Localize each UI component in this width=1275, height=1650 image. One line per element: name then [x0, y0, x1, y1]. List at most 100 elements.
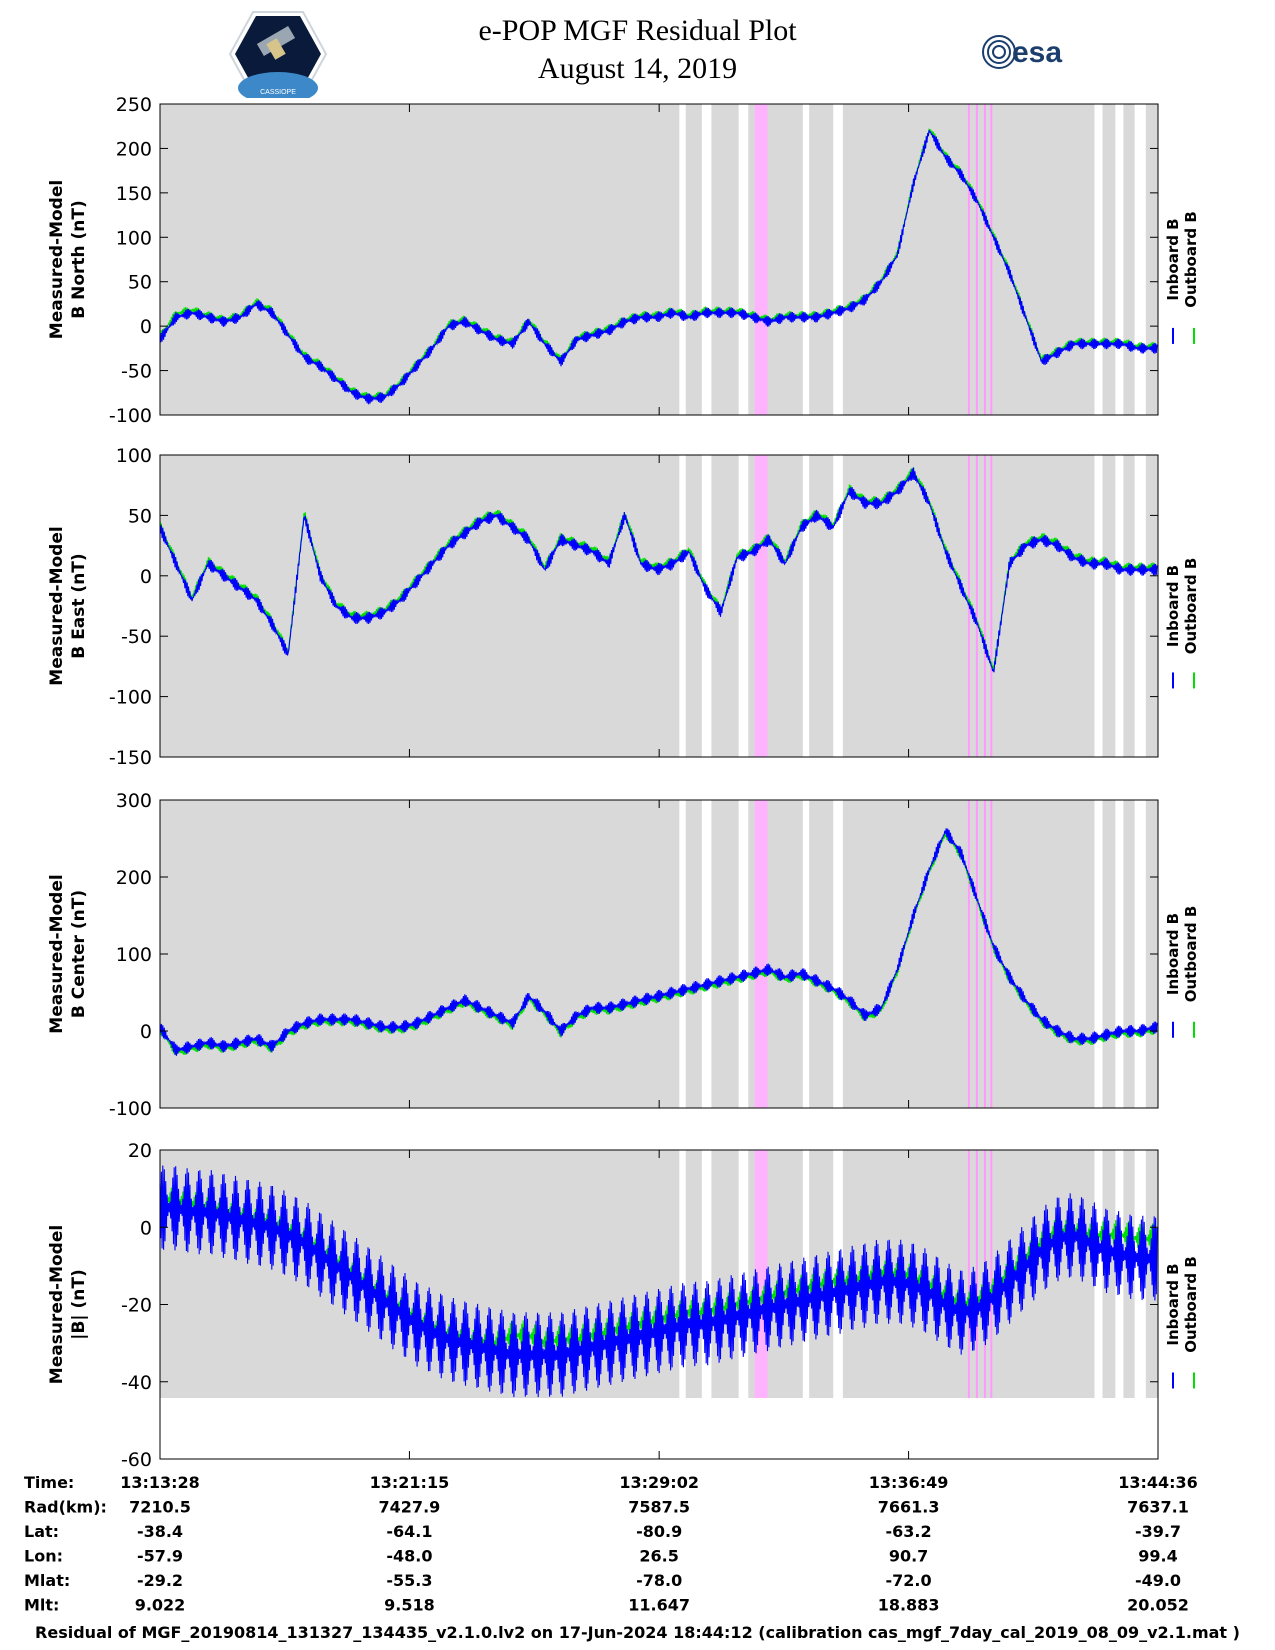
data-gap-band [1115, 104, 1124, 415]
y-axis-label-line1: Measured-Model [47, 180, 67, 339]
panel-4: 20 0 -20 -40 -60 Measured-Model |B| (nT) Inboar… [47, 1140, 1206, 1471]
data-gap-band [701, 800, 712, 1108]
highlight-line [983, 455, 986, 757]
data-gap-band [1134, 104, 1146, 415]
y-tick-label: -20 [121, 1295, 152, 1317]
data-gap-band [679, 1150, 686, 1398]
plot-date: August 14, 2019 [537, 52, 738, 85]
data-gap-band [1134, 800, 1146, 1108]
legend: Inboard B Outboard B [1164, 558, 1200, 655]
data-gap-band [1094, 455, 1103, 757]
table-cell: -29.2 [137, 1571, 183, 1590]
highlight-line [967, 104, 970, 415]
table-cell: 26.5 [639, 1547, 678, 1566]
data-gap-band [1193, 800, 1206, 1108]
y-tick-label: 50 [128, 272, 152, 294]
data-gap-band [679, 455, 686, 757]
table-cell: 13:44:36 [1118, 1473, 1198, 1492]
row-label: Time: [24, 1473, 74, 1492]
y-tick-label: -60 [121, 1449, 152, 1471]
data-gap-band [1193, 104, 1206, 415]
table-cell: 13:36:49 [869, 1473, 949, 1492]
trace-inboard-b [159, 828, 1158, 1056]
y-axis-label-line2: B East (nT) [69, 553, 89, 658]
legend-inboard-label: Inboard B [1164, 913, 1182, 995]
table-cell: -80.9 [636, 1522, 682, 1541]
esa-logo: esa [982, 35, 1062, 69]
table-cell: 11.647 [628, 1596, 690, 1615]
data-gap-band [802, 1150, 810, 1398]
table-cell: -64.1 [386, 1522, 432, 1541]
table-cell: 7210.5 [129, 1498, 191, 1517]
table-cell: 9.022 [135, 1596, 186, 1615]
panel-2: 100 50 0 -50 -100 -150 Measured-Model B East (n… [47, 445, 1206, 769]
y-tick-label: -100 [109, 687, 152, 709]
y-axis-label-line1: Measured-Model [47, 526, 67, 685]
highlight-line [990, 800, 993, 1108]
table-cell: -78.0 [636, 1571, 682, 1590]
data-gap-band [802, 104, 810, 415]
data-gap-band [1193, 455, 1206, 757]
table-cell: 90.7 [889, 1547, 928, 1566]
table-cell: -57.9 [137, 1547, 183, 1566]
highlight-line [975, 104, 978, 415]
highlight-line [990, 1150, 993, 1398]
row-label: Mlt: [24, 1596, 59, 1615]
highlight-line [975, 455, 978, 757]
y-tick-label: 50 [128, 505, 152, 527]
data-gap-band [1134, 455, 1146, 757]
data-gap-band [679, 104, 686, 415]
table-cell: 13:21:15 [370, 1473, 450, 1492]
table-cell: 18.883 [878, 1596, 940, 1615]
data-gap-band [738, 455, 749, 757]
highlight-line [990, 455, 993, 757]
panel-background [160, 455, 1158, 757]
y-tick-label: 300 [116, 790, 152, 812]
highlight-band [754, 104, 768, 415]
trace-inboard-b [159, 129, 1158, 405]
data-gap-band [701, 1150, 712, 1398]
data-gap-band [701, 455, 712, 757]
cassiope-logo: CASSIOPE [228, 11, 328, 98]
y-axis-label-line2: |B| (nT) [69, 1269, 89, 1340]
table-cell: -72.0 [886, 1571, 932, 1590]
y-tick-label: 200 [116, 138, 152, 160]
table-cell: 99.4 [1138, 1547, 1177, 1566]
data-gap-band [679, 800, 686, 1108]
data-gap-band [738, 104, 749, 415]
y-axis-label: Measured-Model B Center (nT) [47, 874, 89, 1033]
legend-inboard-label: Inboard B [1164, 565, 1182, 647]
svg-text:CASSIOPE: CASSIOPE [260, 89, 296, 96]
table-cell: 7587.5 [628, 1498, 690, 1517]
highlight-line [990, 104, 993, 415]
data-gap-band [802, 455, 810, 757]
panel-3: 300 200 100 0 -100 Measured-Model B Center (nT… [47, 790, 1206, 1120]
table-cell: 9.518 [384, 1596, 435, 1615]
legend-outboard-label: Outboard B [1182, 1256, 1200, 1353]
legend-outboard-label: Outboard B [1182, 906, 1200, 1003]
svg-text:esa: esa [1012, 36, 1062, 69]
data-gap-band [1094, 800, 1103, 1108]
legend: Inboard B Outboard B [1164, 1256, 1200, 1353]
table-cell: -63.2 [886, 1522, 932, 1541]
data-gap-band [1193, 1150, 1206, 1398]
y-axis-label-line2: B Center (nT) [69, 890, 89, 1018]
table-cell: 7427.9 [379, 1498, 441, 1517]
legend-inboard-label: Inboard B [1164, 1263, 1182, 1345]
y-tick-label: 0 [140, 1217, 152, 1239]
trace-inboard-b [159, 467, 1158, 673]
legend: Inboard B Outboard B [1164, 211, 1200, 308]
y-tick-label: 150 [116, 183, 152, 205]
y-tick-label: -40 [121, 1372, 152, 1394]
y-tick-label: 200 [116, 867, 152, 889]
row-label: Lat: [24, 1522, 59, 1541]
data-gap-band [802, 800, 810, 1108]
y-axis-label: Measured-Model B East (nT) [47, 526, 89, 685]
y-tick-label: 20 [128, 1140, 152, 1162]
highlight-band [754, 800, 768, 1108]
table-cell: -38.4 [137, 1522, 183, 1541]
y-tick-label: 100 [116, 227, 152, 249]
highlight-line [983, 104, 986, 415]
data-gap-band [1094, 1150, 1103, 1398]
